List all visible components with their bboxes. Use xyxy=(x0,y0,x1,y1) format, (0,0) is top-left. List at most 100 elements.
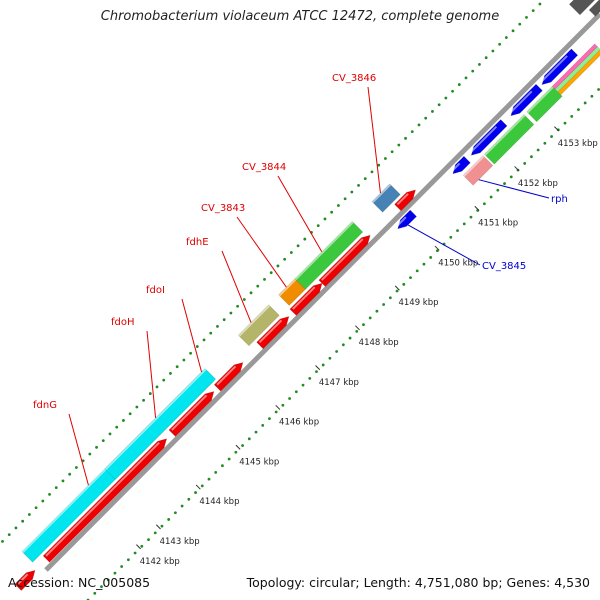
gc-dot xyxy=(128,412,132,416)
ring-next-4[interactable] xyxy=(554,46,600,93)
tick-label: 4145 kbp xyxy=(239,457,279,467)
tick-mark xyxy=(275,404,281,410)
cds-top-edge[interactable] xyxy=(588,0,600,17)
gene-label-fdoI[interactable]: fdoI xyxy=(146,285,165,296)
tick-label: 4146 kbp xyxy=(279,418,319,428)
gc-dot xyxy=(147,538,150,541)
cds-CV_3844[interactable] xyxy=(318,234,371,287)
cds-fdoH[interactable] xyxy=(168,391,215,437)
gc-dot xyxy=(382,303,386,306)
arrow-highlight xyxy=(451,162,461,172)
tick-mark xyxy=(394,285,400,291)
feature-track xyxy=(14,0,600,591)
ring-next-1[interactable] xyxy=(483,114,535,165)
gc-dot xyxy=(7,533,11,537)
gc-dot xyxy=(162,378,166,382)
label-leader-line xyxy=(478,179,550,199)
gc-dot xyxy=(236,304,240,308)
gc-dot xyxy=(175,365,179,369)
gc-dot xyxy=(368,316,372,320)
gc-dot xyxy=(410,130,414,133)
gc-dot xyxy=(498,42,502,46)
cds-rph[interactable] xyxy=(452,155,471,175)
gc-dot xyxy=(75,466,78,469)
gene-label-CV_3845[interactable]: CV_3845 xyxy=(482,261,526,272)
gc-dot xyxy=(583,101,587,105)
feature-highlight xyxy=(238,304,271,337)
ring-top-edge[interactable] xyxy=(568,0,600,16)
ring-fdhE[interactable] xyxy=(237,304,280,347)
gc-dot xyxy=(375,309,379,313)
ring-rph[interactable] xyxy=(462,155,494,186)
gc-dot xyxy=(491,49,495,53)
ring-fdoH[interactable] xyxy=(104,368,217,480)
gc-dot xyxy=(362,323,365,327)
arrow-highlight xyxy=(45,442,160,557)
gc-dot xyxy=(570,114,574,118)
gc-dot xyxy=(180,504,184,508)
tick-label: 4153 kbp xyxy=(558,139,598,149)
gc-dot xyxy=(536,148,540,152)
gc-dot xyxy=(301,383,305,387)
gc-dot xyxy=(525,16,528,19)
cds-CV_3845[interactable] xyxy=(397,209,417,230)
cds-fdnG[interactable] xyxy=(42,438,168,563)
gc-dot xyxy=(222,318,226,322)
ring-CV_3843[interactable] xyxy=(278,277,307,306)
cds-fdoI[interactable] xyxy=(213,362,244,392)
gc-dot xyxy=(424,116,428,120)
feature-highlight xyxy=(104,368,207,471)
gc-dot xyxy=(106,578,110,582)
cds-next-3[interactable] xyxy=(541,48,579,86)
gc-dot xyxy=(429,256,433,259)
gc-dot xyxy=(395,289,399,293)
cds-next-1[interactable] xyxy=(470,119,508,156)
gene-label-CV_3844[interactable]: CV_3844 xyxy=(242,162,286,173)
tick-label: 4144 kbp xyxy=(199,497,239,507)
gene-label-fdnG[interactable]: fdnG xyxy=(33,400,57,411)
tick-label: 4142 kbp xyxy=(140,557,180,567)
ring-next-2[interactable] xyxy=(526,85,563,123)
gc-dot xyxy=(41,499,45,503)
gc-dot xyxy=(363,177,367,181)
gc-dot xyxy=(101,439,105,443)
gc-dot xyxy=(254,430,258,434)
topology-text: Topology: circular; Length: 4,751,080 bp… xyxy=(246,575,590,590)
gc-dot xyxy=(249,291,253,295)
gc-dot xyxy=(597,88,600,91)
cds-left-edge[interactable] xyxy=(14,569,36,591)
tick-mark xyxy=(235,444,241,450)
arrow-highlight xyxy=(216,365,237,386)
gc-dot xyxy=(113,571,117,575)
ring-next-5[interactable] xyxy=(557,49,600,96)
gc-dot xyxy=(449,235,453,239)
gene-label-track: fdnG fdoH fdoI fdhE CV_3843 CV_3844 CV_3846 CV_… xyxy=(33,73,568,486)
gc-dot xyxy=(341,343,345,347)
gc-dot xyxy=(108,432,112,436)
gc-dot xyxy=(68,472,72,476)
gc-dot xyxy=(457,83,461,86)
gc-dot xyxy=(435,249,439,253)
gc-dot xyxy=(21,519,25,523)
gene-label-rph[interactable]: rph xyxy=(551,194,568,205)
feature-highlight xyxy=(526,86,554,114)
gene-label-fdoH[interactable]: fdoH xyxy=(111,317,135,328)
tick-mark xyxy=(474,205,480,211)
gene-label-CV_3843[interactable]: CV_3843 xyxy=(201,203,245,214)
gc-dot xyxy=(489,195,493,199)
cds-fdhE[interactable] xyxy=(256,316,290,350)
cds-next-2[interactable] xyxy=(510,83,543,117)
gc-dot xyxy=(34,506,38,510)
cds-CV_3846[interactable] xyxy=(394,189,416,212)
gc-dot xyxy=(115,425,119,429)
gene-label-CV_3846[interactable]: CV_3846 xyxy=(332,73,376,84)
cds-CV_3843[interactable] xyxy=(289,282,323,316)
label-leader-line xyxy=(277,175,323,253)
gc-dot xyxy=(531,9,535,13)
gc-dot xyxy=(126,558,130,562)
gc-dot xyxy=(330,210,334,214)
gene-label-fdhE[interactable]: fdhE xyxy=(186,237,209,248)
gc-dot xyxy=(274,410,278,414)
gc-dot xyxy=(357,183,360,187)
